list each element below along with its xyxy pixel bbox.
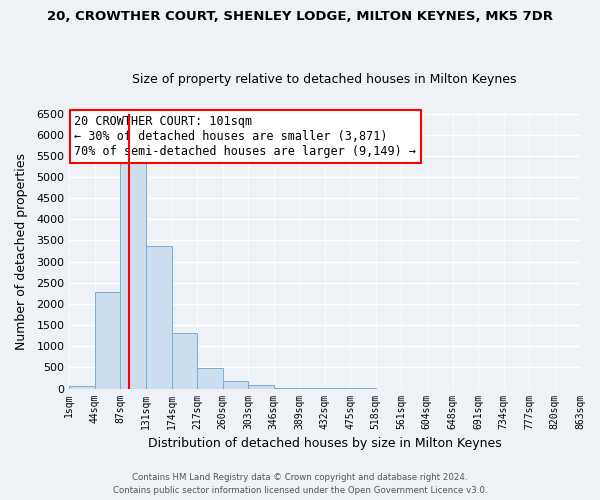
Bar — [70, 386, 95, 388]
Y-axis label: Number of detached properties: Number of detached properties — [15, 152, 28, 350]
Text: 20 CROWTHER COURT: 101sqm
← 30% of detached houses are smaller (3,871)
70% of se: 20 CROWTHER COURT: 101sqm ← 30% of detac… — [74, 115, 416, 158]
Bar — [146, 246, 172, 388]
Bar — [120, 158, 146, 388]
X-axis label: Distribution of detached houses by size in Milton Keynes: Distribution of detached houses by size … — [148, 437, 502, 450]
Bar — [223, 380, 248, 388]
Text: 20, CROWTHER COURT, SHENLEY LODGE, MILTON KEYNES, MK5 7DR: 20, CROWTHER COURT, SHENLEY LODGE, MILTO… — [47, 10, 553, 23]
Text: Contains HM Land Registry data © Crown copyright and database right 2024.
Contai: Contains HM Land Registry data © Crown c… — [113, 474, 487, 495]
Bar — [197, 368, 223, 388]
Title: Size of property relative to detached houses in Milton Keynes: Size of property relative to detached ho… — [133, 73, 517, 86]
Bar — [248, 386, 274, 388]
Bar — [95, 292, 120, 388]
Bar — [172, 332, 197, 388]
